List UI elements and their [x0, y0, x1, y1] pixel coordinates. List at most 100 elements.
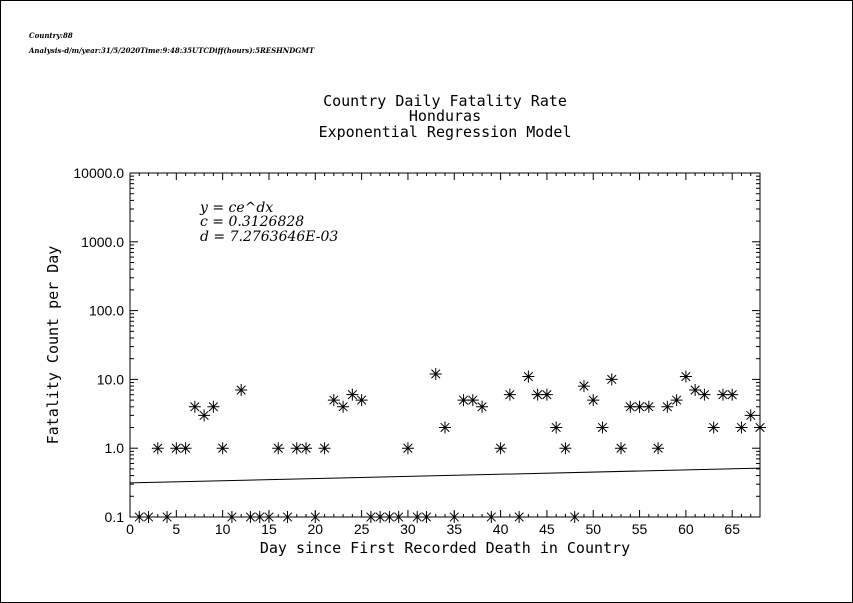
y-axis: 0.1 1.0 10.0 100.0 1000.0 10000.0	[73, 165, 760, 525]
data-point	[383, 511, 396, 523]
y-tick-label: 1.0	[105, 440, 125, 456]
data-point	[707, 421, 720, 434]
data-point	[457, 394, 470, 407]
x-tick-label: 35	[446, 521, 462, 537]
data-point	[272, 442, 285, 455]
data-point	[540, 388, 553, 401]
data-point	[179, 442, 192, 455]
y-tick-label: 0.1	[105, 509, 125, 525]
data-point	[262, 511, 275, 523]
y-tick-label: 10000.0	[73, 165, 124, 181]
data-point	[587, 394, 600, 407]
data-point	[661, 400, 674, 413]
data-point	[290, 442, 303, 455]
header-analysis-info: Analysis-d/m/year:31/5/2020Time:9:48:35U…	[29, 46, 315, 55]
data-point	[235, 384, 248, 397]
x-tick-label: 45	[539, 521, 555, 537]
x-tick-label: 10	[215, 521, 231, 537]
coefficient-c-label: c = 0.3126828	[200, 214, 304, 230]
data-point	[207, 400, 220, 413]
data-point	[364, 511, 377, 523]
data-point	[429, 367, 442, 380]
data-point	[615, 442, 628, 455]
data-point	[624, 400, 637, 413]
data-point	[633, 400, 646, 413]
regression-line	[129, 467, 761, 484]
data-point	[476, 400, 489, 413]
data-point	[503, 388, 516, 401]
data-point	[513, 511, 526, 523]
data-point	[401, 442, 414, 455]
data-point	[309, 511, 322, 523]
data-point	[550, 421, 563, 434]
x-tick-label: 25	[354, 521, 370, 537]
data-point	[216, 442, 229, 455]
data-point	[151, 442, 164, 455]
data-point	[698, 388, 711, 401]
data-point	[188, 400, 201, 413]
data-point	[754, 421, 766, 434]
data-point	[596, 421, 609, 434]
data-point	[652, 442, 665, 455]
data-point	[744, 409, 757, 422]
data-point	[170, 442, 183, 455]
x-tick-label: 65	[724, 521, 740, 537]
data-point	[392, 511, 405, 523]
x-tick-label: 55	[632, 521, 648, 537]
data-point	[522, 370, 535, 383]
data-point	[253, 511, 266, 523]
x-tick-label: 60	[678, 521, 694, 537]
data-point	[642, 400, 655, 413]
data-point	[439, 421, 451, 434]
x-tick-label: 15	[261, 521, 277, 537]
data-point	[466, 394, 479, 407]
data-point	[346, 388, 359, 401]
data-point	[198, 409, 211, 422]
data-point	[337, 400, 350, 413]
data-point	[716, 388, 729, 401]
x-axis-label: Day since First Recorded Death in Countr…	[260, 539, 630, 557]
data-point	[735, 421, 748, 434]
data-point	[726, 388, 739, 401]
x-tick-label: 20	[308, 521, 324, 537]
data-point	[374, 511, 387, 523]
data-point	[494, 442, 507, 455]
chart-subtitle-model: Exponential Regression Model	[319, 123, 572, 141]
chart-subtitle-country: Honduras	[409, 107, 481, 125]
x-tick-label: 0	[126, 521, 134, 537]
data-point	[300, 442, 313, 455]
x-tick-label: 50	[585, 521, 601, 537]
data-point	[281, 511, 294, 523]
coefficient-d-label: d = 7.2763646E-03	[200, 229, 338, 245]
y-tick-label: 1000.0	[81, 234, 124, 250]
x-tick-label: 30	[400, 521, 416, 537]
data-point	[568, 511, 581, 523]
data-point	[133, 511, 146, 523]
data-point	[559, 442, 572, 455]
data-point	[531, 388, 544, 401]
data-point	[670, 394, 683, 407]
data-point	[605, 373, 618, 386]
header-country: Country:88	[29, 31, 73, 40]
data-points	[133, 367, 766, 523]
data-point	[689, 384, 702, 397]
data-point	[577, 380, 590, 393]
data-point	[142, 511, 155, 523]
chart-title: Country Daily Fatality Rate	[323, 92, 567, 110]
data-point	[225, 511, 238, 523]
data-point	[420, 511, 433, 523]
x-axis: 0 5 10 15 20 25 30 35 40 45 50 55 60 65	[126, 173, 761, 537]
data-point	[355, 394, 368, 407]
data-point	[485, 511, 498, 523]
data-point	[244, 511, 257, 523]
x-tick-label: 40	[493, 521, 509, 537]
data-point	[411, 511, 424, 523]
data-point	[327, 394, 340, 407]
y-tick-label: 10.0	[97, 371, 124, 387]
data-point	[448, 511, 461, 523]
data-point	[318, 442, 331, 455]
y-tick-label: 100.0	[89, 303, 124, 319]
data-point	[161, 511, 174, 523]
x-tick-label: 5	[172, 521, 180, 537]
